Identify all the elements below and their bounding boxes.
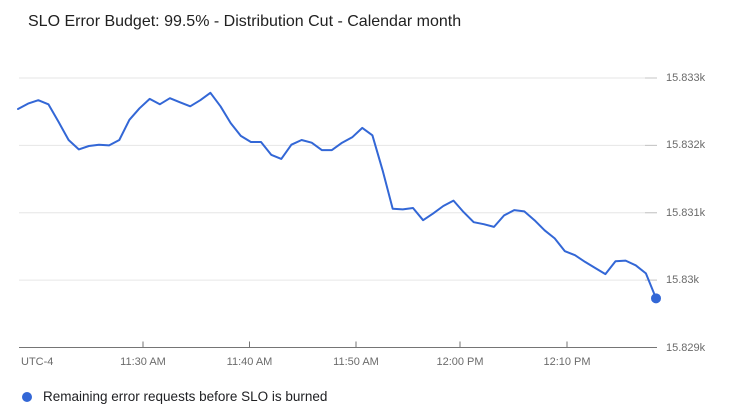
x-axis-tick-label: 12:10 PM	[543, 356, 591, 368]
y-axis-tick-label: 15.83k	[666, 274, 700, 287]
y-axis-tick-label: 15.833k	[666, 72, 706, 84]
x-axis-tick-label: 11:30 AM	[120, 356, 166, 368]
legend: Remaining error requests before SLO is b…	[22, 389, 327, 404]
legend-label: Remaining error requests before SLO is b…	[43, 389, 328, 404]
chart-title: SLO Error Budget: 99.5% - Distribution C…	[28, 13, 462, 30]
x-axis-tick-label: 11:50 AM	[333, 356, 379, 368]
x-axis-tick-label: 12:00 PM	[436, 356, 484, 368]
y-axis-tick-label: 15.829k	[666, 341, 706, 354]
x-axis-tick-label: 11:40 AM	[226, 356, 273, 368]
legend-dot-icon	[22, 391, 32, 402]
timezone-label: UTC-4	[21, 356, 54, 368]
y-axis-tick-label: 15.831k	[666, 206, 706, 219]
y-axis-tick-label: 15.832k	[666, 139, 706, 152]
